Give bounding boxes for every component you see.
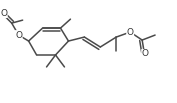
Text: O: O: [0, 9, 7, 18]
Text: O: O: [142, 49, 149, 59]
Text: O: O: [15, 31, 22, 40]
Text: O: O: [127, 28, 134, 37]
